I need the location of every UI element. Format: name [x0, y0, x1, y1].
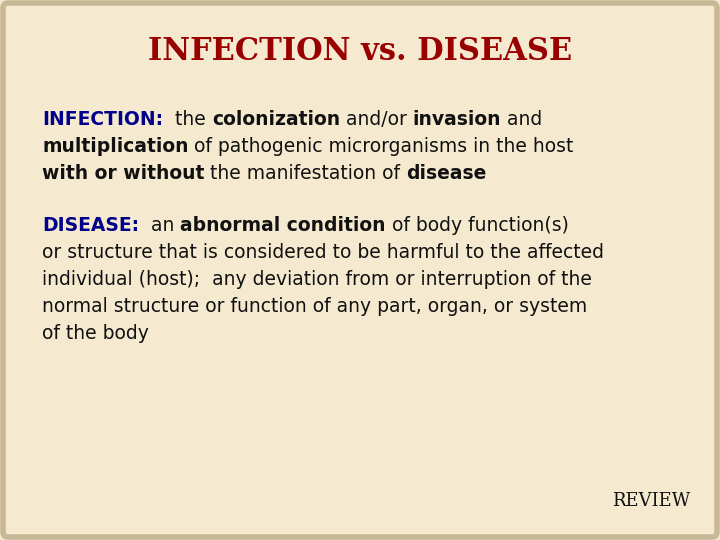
- Text: the: the: [163, 110, 212, 129]
- Text: disease: disease: [406, 164, 487, 183]
- Text: multiplication: multiplication: [42, 137, 189, 156]
- Text: invasion: invasion: [413, 110, 501, 129]
- Text: the manifestation of: the manifestation of: [204, 164, 406, 183]
- Text: of the body: of the body: [42, 324, 149, 343]
- Text: and/or: and/or: [340, 110, 413, 129]
- Text: of body function(s): of body function(s): [386, 216, 569, 235]
- Text: INFECTION vs. DISEASE: INFECTION vs. DISEASE: [148, 37, 572, 68]
- Text: and: and: [501, 110, 543, 129]
- Text: with or without: with or without: [42, 164, 204, 183]
- Text: of pathogenic microrganisms in the host: of pathogenic microrganisms in the host: [189, 137, 574, 156]
- Text: INFECTION:: INFECTION:: [42, 110, 163, 129]
- Text: DISEASE:: DISEASE:: [42, 216, 139, 235]
- Text: REVIEW: REVIEW: [612, 492, 690, 510]
- Text: an: an: [139, 216, 181, 235]
- Text: individual (host);  any deviation from or interruption of the: individual (host); any deviation from or…: [42, 270, 592, 289]
- FancyBboxPatch shape: [3, 3, 717, 537]
- Text: or structure that is considered to be harmful to the affected: or structure that is considered to be ha…: [42, 243, 604, 262]
- Text: colonization: colonization: [212, 110, 340, 129]
- Text: normal structure or function of any part, organ, or system: normal structure or function of any part…: [42, 297, 588, 316]
- Text: abnormal condition: abnormal condition: [181, 216, 386, 235]
